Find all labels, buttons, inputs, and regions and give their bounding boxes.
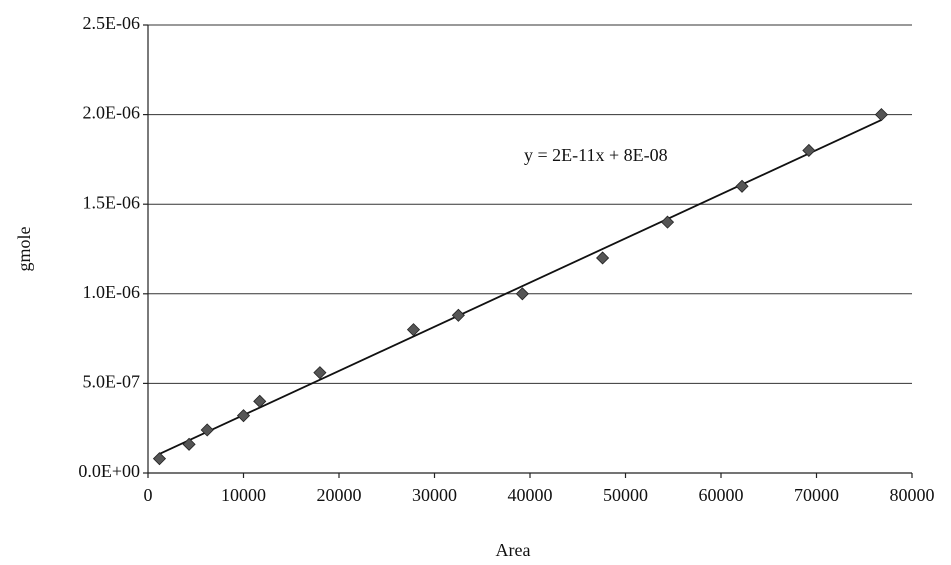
y-axis-label: gmole	[14, 226, 34, 271]
y-tick-label: 2.0E-06	[83, 103, 141, 123]
trendline-equation: y = 2E-11x + 8E-08	[524, 145, 668, 165]
x-tick-label: 60000	[699, 485, 744, 505]
data-point	[153, 453, 165, 465]
data-point	[516, 288, 528, 300]
x-tick-label: 20000	[317, 485, 362, 505]
chart: Area gmole y = 2E-11x + 8E-08 0.0E+00 5.0…	[0, 0, 951, 565]
data-point	[597, 252, 609, 264]
x-tick-label: 80000	[890, 485, 935, 505]
x-tick-label: 30000	[412, 485, 457, 505]
data-point	[452, 309, 464, 321]
y-tick-label: 1.0E-06	[83, 282, 141, 302]
x-axis-label: Area	[496, 540, 531, 560]
data-point	[183, 438, 195, 450]
y-tick-label: 2.5E-06	[83, 13, 141, 33]
x-tick-label: 10000	[221, 485, 266, 505]
y-tick-label: 1.5E-06	[83, 192, 141, 212]
x-tick-label: 50000	[603, 485, 648, 505]
x-tick-label: 70000	[794, 485, 839, 505]
trendline	[159, 120, 881, 454]
data-point	[238, 410, 250, 422]
y-tick-label: 0.0E+00	[78, 461, 140, 481]
data-point	[875, 109, 887, 121]
x-tick-label: 0	[144, 485, 153, 505]
x-tick-label: 40000	[508, 485, 553, 505]
y-tick-label: 5.0E-07	[83, 372, 141, 392]
